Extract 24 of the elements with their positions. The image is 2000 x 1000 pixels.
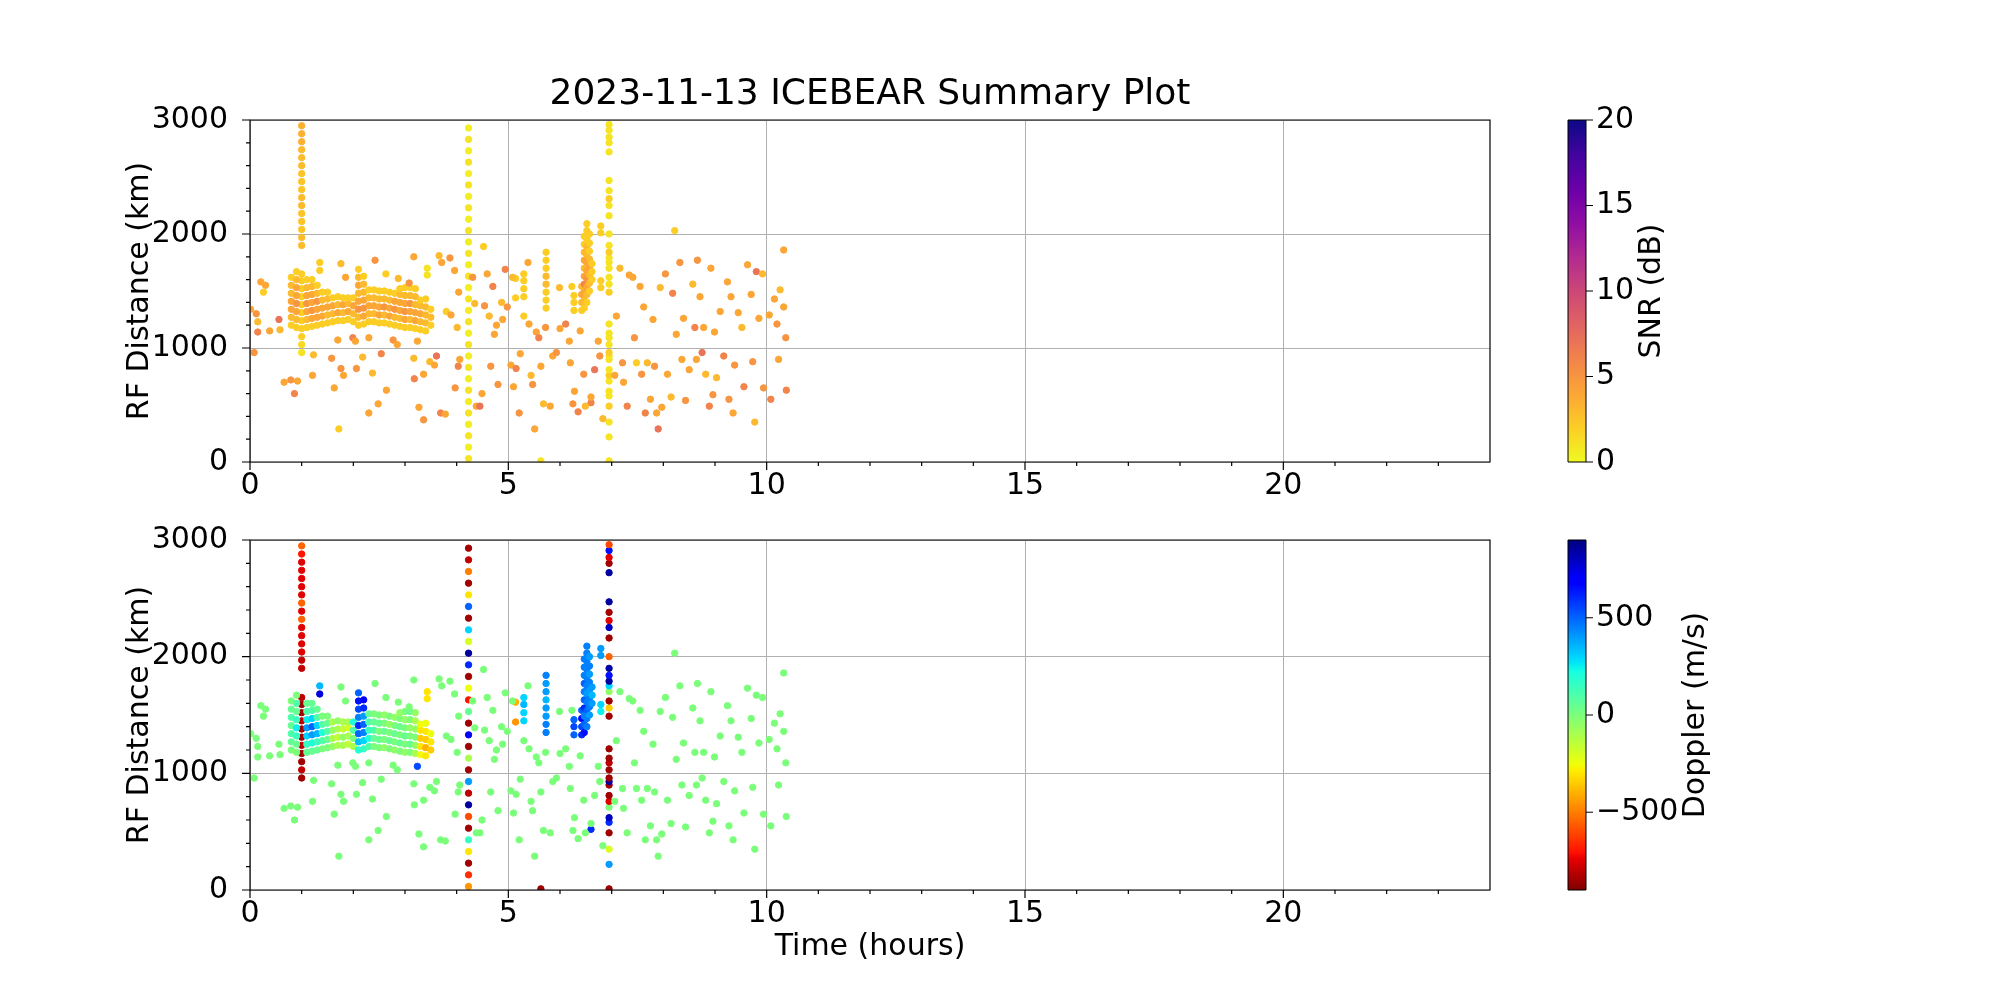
color-bar-label: 5 xyxy=(1596,356,1616,392)
color-bar-label: 20 xyxy=(1596,99,1635,135)
color-bar-label: 0 xyxy=(1596,694,1616,730)
color-bar-label: 15 xyxy=(1596,185,1635,221)
x-tick-label: 5 xyxy=(498,465,518,501)
x-tick-label: 10 xyxy=(747,465,786,501)
color-bar-label: −500 xyxy=(1596,792,1679,828)
chart-title: 2023-11-13 ICEBEAR Summary Plot xyxy=(549,70,1191,112)
x-tick-label: 20 xyxy=(1264,893,1303,929)
y-tick-label: 3000 xyxy=(151,99,228,135)
x-tick-label: 0 xyxy=(240,465,260,501)
color-bar-label: 0 xyxy=(1596,441,1616,477)
x-tick-label: 10 xyxy=(747,893,786,929)
x-tick-label: 15 xyxy=(1005,893,1045,929)
x-tick-label: 0 xyxy=(240,893,260,929)
color-bar-title: Doppler (m/s) xyxy=(1676,611,1712,819)
x-tick-label: 20 xyxy=(1264,465,1303,501)
y-tick-label: 0 xyxy=(208,869,228,905)
y-tick-label: 0 xyxy=(208,441,228,477)
x-axis-title: Time (hours) xyxy=(773,926,966,962)
y-tick-label: 3000 xyxy=(151,519,228,555)
color-bar-label: 500 xyxy=(1596,597,1654,633)
x-tick-label: 5 xyxy=(498,893,518,929)
x-tick-label: 15 xyxy=(1005,465,1045,501)
